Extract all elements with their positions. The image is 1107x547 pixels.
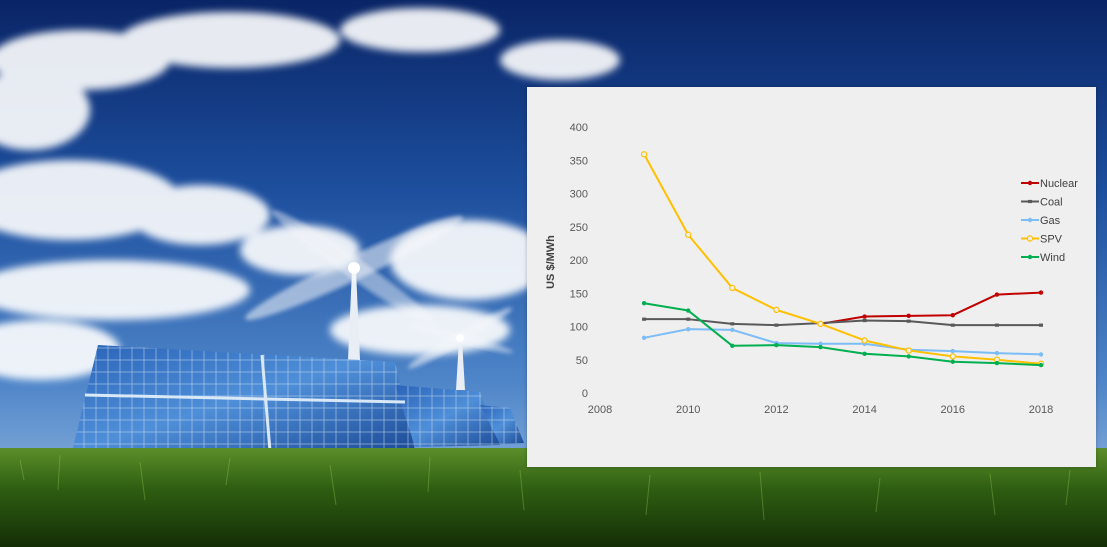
data-point-spv — [861, 337, 868, 344]
x-tick-label: 2018 — [1029, 404, 1053, 416]
y-tick-label: 50 — [576, 355, 588, 367]
legend-label: SPV — [1040, 234, 1063, 246]
data-point-spv — [684, 231, 692, 238]
y-tick-label: 200 — [570, 255, 588, 267]
data-point-wind — [862, 351, 867, 356]
data-point-spv — [729, 284, 736, 292]
legend-marker — [1028, 199, 1032, 204]
legend-label: Coal — [1040, 197, 1063, 209]
lcoe-line-chart: 0 50 100 150 200 250 300 350 400 2008 2010 2012 201… — [545, 122, 1078, 416]
legend-item-spv: SPV — [1021, 234, 1063, 246]
data-point-coal — [950, 323, 955, 327]
data-point-gas — [950, 348, 955, 354]
solar-panels — [72, 345, 524, 452]
data-point-nuclear — [906, 313, 911, 319]
data-point-wind — [1038, 362, 1044, 368]
legend-marker — [1026, 235, 1034, 242]
y-tick-label: 150 — [570, 288, 588, 300]
chart-panel: 0 50 100 150 200 250 300 350 400 2008 2010 2012 201… — [527, 87, 1096, 467]
clouds — [0, 8, 620, 380]
data-point-gas — [1038, 352, 1044, 357]
x-axis-ticks: 2008 2010 2012 2014 2016 2018 — [588, 404, 1053, 416]
data-point-coal — [994, 323, 999, 327]
data-point-gas — [686, 326, 691, 332]
x-tick-label: 2014 — [852, 404, 876, 416]
data-point-nuclear — [994, 292, 1000, 297]
data-point-nuclear — [950, 312, 955, 318]
data-point-wind — [906, 354, 911, 359]
data-point-spv — [817, 320, 824, 328]
series-layer — [640, 151, 1045, 368]
x-tick-label: 2008 — [588, 404, 612, 416]
legend: Nuclear Coal Gas SPV Wind — [1021, 178, 1078, 264]
x-tick-label: 2010 — [676, 404, 700, 416]
y-axis-title: US $/MWh — [545, 235, 557, 289]
series-line-wind — [643, 302, 1042, 367]
data-point-wind — [774, 342, 779, 348]
legend-marker — [1027, 254, 1033, 260]
series-line-nuclear — [820, 291, 1042, 325]
data-point-coal — [774, 323, 779, 327]
data-point-spv — [773, 306, 780, 314]
data-point-wind — [730, 343, 735, 348]
legend-marker — [1027, 217, 1033, 223]
data-point-coal — [642, 317, 647, 321]
x-tick-label: 2012 — [764, 404, 788, 416]
data-point-wind — [950, 359, 955, 364]
series-line-coal — [644, 318, 1041, 327]
data-point-coal — [862, 318, 867, 323]
series-line-gas — [643, 328, 1042, 356]
data-point-wind — [686, 308, 691, 313]
data-point-spv — [640, 151, 648, 158]
y-tick-label: 100 — [570, 322, 588, 334]
legend-item-gas: Gas — [1021, 215, 1061, 227]
series-wind — [641, 301, 1044, 368]
y-tick-label: 300 — [570, 189, 588, 201]
data-point-wind — [994, 360, 1000, 366]
data-point-spv — [905, 347, 912, 354]
data-point-gas — [818, 341, 823, 346]
data-point-gas — [994, 350, 1000, 356]
y-axis-ticks: 0 50 100 150 200 250 300 350 400 — [570, 122, 588, 400]
y-tick-label: 400 — [570, 122, 588, 134]
legend-label: Nuclear — [1040, 178, 1078, 190]
data-point-coal — [730, 322, 735, 326]
legend-item-nuclear: Nuclear — [1021, 178, 1078, 190]
legend-item-wind: Wind — [1021, 252, 1065, 264]
data-point-coal — [1039, 323, 1043, 327]
legend-label: Gas — [1040, 215, 1061, 227]
data-point-coal — [906, 319, 911, 323]
data-point-wind — [641, 301, 647, 306]
data-point-gas — [641, 335, 647, 341]
data-point-nuclear — [862, 314, 867, 319]
series-spv — [640, 151, 1045, 367]
y-tick-label: 0 — [582, 388, 588, 400]
legend-marker — [1027, 180, 1033, 186]
series-gas — [641, 326, 1044, 357]
x-tick-label: 2016 — [941, 404, 965, 416]
data-point-coal — [686, 317, 691, 321]
data-point-nuclear — [1038, 290, 1044, 295]
data-point-gas — [730, 327, 735, 333]
legend-label: Wind — [1040, 252, 1065, 264]
wind-turbines — [245, 210, 514, 390]
legend-item-coal: Coal — [1021, 197, 1063, 209]
data-point-spv — [949, 353, 956, 360]
series-line-spv — [643, 153, 1042, 365]
y-tick-label: 250 — [570, 222, 588, 234]
data-point-wind — [818, 344, 823, 350]
y-tick-label: 350 — [570, 155, 588, 167]
series-coal — [642, 317, 1043, 327]
